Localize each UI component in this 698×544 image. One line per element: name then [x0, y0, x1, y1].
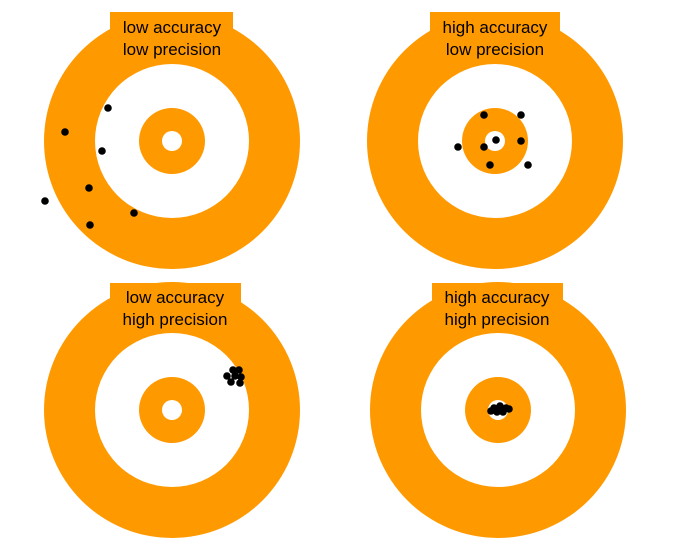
shot-dot	[104, 104, 112, 112]
shot-dot	[227, 378, 235, 386]
shot-dot	[229, 366, 237, 374]
shot-dot	[237, 373, 245, 381]
shot-dot	[505, 405, 513, 413]
shot-dot	[98, 147, 106, 155]
shot-group	[454, 111, 532, 169]
shot-dot	[480, 111, 488, 119]
shot-group	[223, 366, 245, 387]
target-bullseye	[162, 400, 182, 420]
shot-dot	[454, 143, 462, 151]
shot-dot	[496, 402, 504, 410]
panel-label-line1: high accuracy	[443, 18, 548, 37]
shot-dot	[492, 136, 500, 144]
target-bullseye	[162, 131, 182, 151]
shot-dot	[85, 184, 93, 192]
shot-dot	[235, 366, 243, 374]
shot-dot	[517, 137, 525, 145]
target-panel-low-accuracy-low-precision: low accuracy low precision	[41, 12, 300, 269]
shot-group	[487, 402, 513, 416]
shot-dot	[61, 128, 69, 136]
shot-dot	[524, 161, 532, 169]
shot-dot	[130, 209, 138, 217]
panel-label-line2: high precision	[123, 310, 228, 329]
shot-dot	[41, 197, 49, 205]
panel-label-line1: low accuracy	[126, 288, 225, 307]
shot-group	[41, 104, 138, 229]
panel-label-line2: low precision	[123, 40, 221, 59]
panel-label-line1: high accuracy	[445, 288, 550, 307]
shot-dot	[486, 161, 494, 169]
panel-label-box	[430, 12, 560, 62]
shot-dot	[231, 372, 239, 380]
shot-dot	[499, 408, 507, 416]
panel-label-line2: low precision	[446, 40, 544, 59]
target-panel-high-accuracy-high-precision: high accuracy high precision	[370, 282, 626, 538]
shot-dot	[236, 379, 244, 387]
target-panel-high-accuracy-low-precision: high accuracy low precision	[367, 12, 623, 269]
shot-dot	[86, 221, 94, 229]
shot-dot	[487, 407, 495, 415]
target-panel-low-accuracy-high-precision: low accuracy high precision	[44, 282, 300, 538]
panel-label-box	[110, 283, 241, 333]
panel-label-line1: low accuracy	[123, 18, 222, 37]
panel-label-box	[110, 12, 233, 62]
shot-dot	[493, 408, 501, 416]
panel-label-box	[432, 283, 563, 333]
shot-dot	[223, 372, 231, 380]
shot-dot	[517, 111, 525, 119]
panel-label-line2: high precision	[445, 310, 550, 329]
shot-dot	[480, 143, 488, 151]
